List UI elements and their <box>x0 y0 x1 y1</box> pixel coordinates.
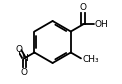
Text: N: N <box>21 54 28 63</box>
Text: OH: OH <box>95 20 109 29</box>
Text: O: O <box>80 3 87 12</box>
Text: CH₃: CH₃ <box>82 55 99 64</box>
Text: O: O <box>15 45 22 54</box>
Text: O: O <box>21 68 28 77</box>
